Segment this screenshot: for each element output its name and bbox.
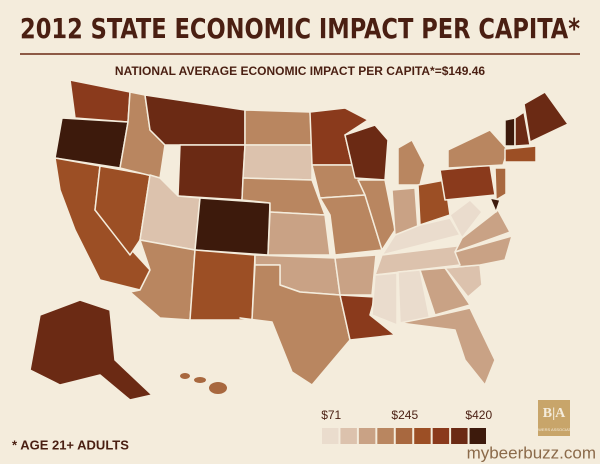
state: [489, 197, 501, 213]
legend-swatch: [358, 428, 376, 444]
legend-swatch: [377, 428, 394, 444]
state: [357, 179, 396, 251]
states: [29, 79, 569, 401]
state: [29, 299, 153, 401]
state: [439, 164, 496, 201]
state: [209, 382, 227, 394]
state: [419, 267, 471, 316]
title: 2012 STATE ECONOMIC IMPACT PER CAPITA*: [20, 12, 580, 45]
state: [189, 249, 256, 321]
logo-box: [538, 400, 570, 436]
legend: $71 $245 $420: [321, 408, 492, 444]
legend-swatch: [395, 428, 413, 444]
state: [194, 197, 271, 256]
legend-swatch: [340, 428, 357, 444]
state: [334, 254, 377, 296]
state: [399, 307, 496, 386]
legend-swatch: [414, 428, 431, 444]
logo-name: BREWERS ASSOCIATION: [530, 427, 578, 432]
state: [371, 272, 398, 326]
legend-swatch: [432, 428, 450, 444]
state: [449, 199, 483, 239]
state: [504, 145, 537, 163]
state: [381, 217, 461, 256]
state: [454, 209, 511, 253]
state: [514, 111, 531, 147]
watermark: mybeerbuzz.com: [467, 443, 596, 462]
state: [397, 139, 426, 186]
legend-swatch: [322, 428, 339, 444]
state: [180, 373, 190, 379]
state: [242, 144, 313, 181]
logo-initials: B|A: [543, 406, 566, 421]
legend-tick-label: $245: [391, 408, 418, 422]
footnote: * AGE 21+ ADULTS: [12, 437, 129, 452]
legend-tick-label: $71: [321, 408, 341, 422]
state: [444, 235, 513, 269]
state: [244, 109, 313, 146]
state: [239, 264, 351, 386]
state: [494, 167, 507, 201]
state: [523, 91, 569, 143]
legend-tick-label: $420: [465, 408, 492, 422]
state: [177, 144, 246, 201]
state: [267, 211, 331, 256]
subtitle: NATIONAL AVERAGE ECONOMIC IMPACT PER CAP…: [115, 64, 485, 78]
state: [319, 194, 383, 256]
state: [504, 117, 516, 147]
state: [339, 294, 396, 341]
legend-swatch: [469, 428, 486, 444]
state: [194, 377, 206, 383]
legend-swatch: [451, 428, 468, 444]
state: [344, 124, 389, 181]
